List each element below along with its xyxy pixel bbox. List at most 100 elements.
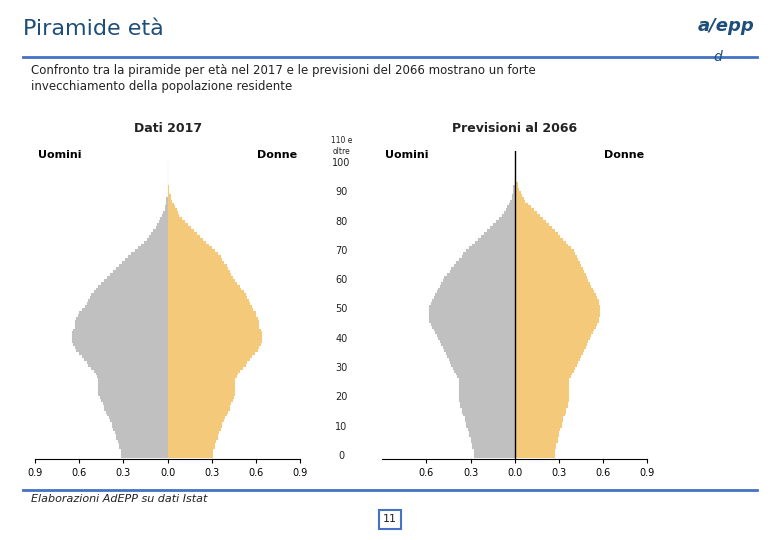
Bar xyxy=(515,270,584,273)
Text: Donne: Donne xyxy=(257,150,297,160)
Text: 110 e
oltre: 110 e oltre xyxy=(331,136,352,156)
Bar xyxy=(515,334,591,338)
Text: Elaborazioni AdEPP su dati Istat: Elaborazioni AdEPP su dati Istat xyxy=(31,495,207,504)
Bar xyxy=(515,349,584,352)
Bar xyxy=(119,446,168,449)
Bar xyxy=(168,188,169,191)
Bar xyxy=(95,373,168,375)
Bar xyxy=(515,305,601,308)
Bar xyxy=(515,375,571,379)
Bar xyxy=(459,379,515,381)
Bar xyxy=(128,255,168,258)
Bar xyxy=(72,334,168,338)
Bar xyxy=(168,299,249,302)
Bar xyxy=(116,437,168,440)
Bar xyxy=(168,302,250,305)
Bar xyxy=(493,223,515,226)
Bar xyxy=(168,296,247,299)
Bar xyxy=(515,246,571,249)
Bar xyxy=(119,443,168,446)
Bar xyxy=(505,211,515,214)
Text: Uomini: Uomini xyxy=(385,150,429,160)
Text: 40: 40 xyxy=(335,334,347,344)
Bar xyxy=(168,451,214,455)
Bar xyxy=(469,246,515,249)
Bar xyxy=(515,255,576,258)
Bar xyxy=(515,431,559,434)
Bar xyxy=(82,355,168,358)
Bar xyxy=(168,384,236,387)
Bar xyxy=(98,390,168,393)
Bar xyxy=(515,258,578,261)
Bar xyxy=(455,369,515,373)
Bar xyxy=(435,293,515,296)
Bar xyxy=(168,214,179,217)
Bar xyxy=(515,455,555,457)
Bar xyxy=(72,332,168,334)
Bar xyxy=(168,255,221,258)
Bar xyxy=(88,299,168,302)
Bar xyxy=(463,252,515,255)
Bar xyxy=(440,340,515,343)
Bar xyxy=(163,211,168,214)
Bar xyxy=(168,455,214,457)
Bar xyxy=(462,255,515,258)
Bar xyxy=(513,188,515,191)
Bar xyxy=(168,338,262,340)
Bar xyxy=(165,205,168,208)
Bar xyxy=(118,440,168,443)
Bar xyxy=(168,246,212,249)
Bar xyxy=(515,296,597,299)
Bar xyxy=(465,420,515,422)
Bar xyxy=(450,361,515,364)
Bar xyxy=(105,405,168,408)
Bar xyxy=(459,258,515,261)
Bar xyxy=(103,402,168,405)
Bar xyxy=(168,191,169,194)
Bar xyxy=(442,279,515,282)
Bar xyxy=(459,399,515,402)
Bar xyxy=(168,349,257,352)
Bar xyxy=(515,402,568,405)
Bar xyxy=(515,244,568,246)
Bar xyxy=(168,355,252,358)
Bar xyxy=(76,317,168,320)
Bar xyxy=(429,311,515,314)
Bar xyxy=(115,431,168,434)
Bar xyxy=(515,241,566,244)
Bar xyxy=(135,249,168,252)
Bar xyxy=(98,285,168,287)
Bar xyxy=(459,384,515,387)
Bar xyxy=(515,211,537,214)
Bar xyxy=(168,396,234,399)
Bar xyxy=(450,270,515,273)
Bar xyxy=(515,414,565,416)
Bar xyxy=(91,367,168,369)
Bar xyxy=(515,291,594,293)
Bar xyxy=(429,317,515,320)
Text: a/epp: a/epp xyxy=(698,17,755,35)
Bar xyxy=(73,328,168,332)
Bar xyxy=(484,232,515,235)
Bar xyxy=(168,267,228,270)
Bar xyxy=(147,238,168,241)
Bar xyxy=(168,235,200,238)
Bar xyxy=(515,355,581,358)
Bar xyxy=(168,426,222,428)
Bar xyxy=(76,349,168,352)
Bar xyxy=(434,296,515,299)
Bar xyxy=(168,200,172,202)
Bar xyxy=(168,279,236,282)
Bar xyxy=(490,226,515,229)
Bar xyxy=(515,408,566,410)
Bar xyxy=(168,328,261,332)
Bar xyxy=(105,279,168,282)
Bar xyxy=(515,358,580,361)
Bar xyxy=(168,241,206,244)
Bar xyxy=(441,343,515,346)
Bar xyxy=(515,373,573,375)
Bar xyxy=(168,346,259,349)
Bar xyxy=(431,302,515,305)
Bar xyxy=(122,261,168,264)
Bar xyxy=(168,379,236,381)
